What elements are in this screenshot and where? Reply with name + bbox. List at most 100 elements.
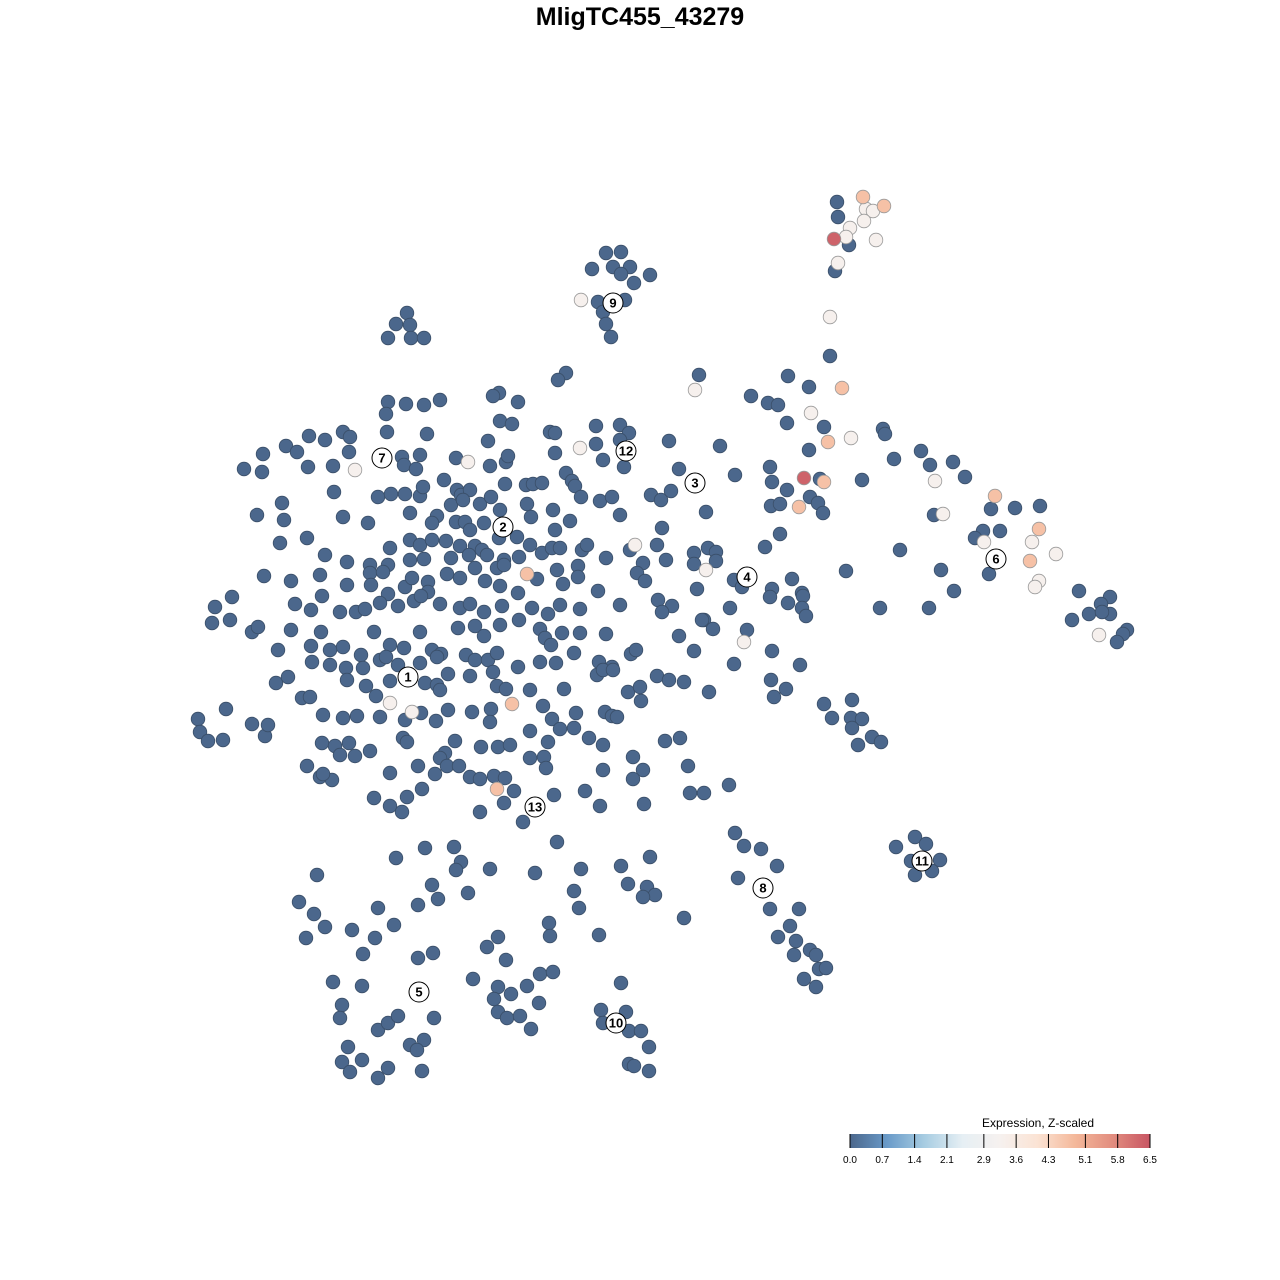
data-point	[504, 416, 520, 432]
data-point	[486, 991, 502, 1007]
data-point	[636, 796, 652, 812]
data-point	[547, 425, 563, 441]
cluster-label-badge	[492, 516, 514, 538]
data-point	[299, 758, 315, 774]
data-point	[522, 537, 538, 553]
data-point	[492, 578, 508, 594]
data-point	[550, 372, 566, 388]
data-point	[465, 971, 481, 987]
data-point	[326, 484, 342, 500]
data-point	[382, 673, 398, 689]
data-point	[291, 894, 307, 910]
data-point	[676, 910, 692, 926]
cluster-label-text: 11	[915, 854, 929, 869]
data-point	[341, 735, 357, 751]
data-point	[499, 1010, 515, 1026]
data-point	[545, 502, 561, 518]
data-point	[314, 735, 330, 751]
data-point	[397, 486, 413, 502]
colorbar-tick-label: 2.9	[977, 1155, 991, 1166]
data-point	[1031, 521, 1047, 537]
data-point	[816, 419, 832, 435]
data-point	[680, 758, 696, 774]
data-point	[482, 458, 498, 474]
data-point	[289, 444, 305, 460]
points-layer	[190, 189, 1135, 1086]
data-point	[696, 785, 712, 801]
data-point	[844, 692, 860, 708]
data-point	[918, 836, 934, 852]
data-point	[633, 693, 649, 709]
data-point	[527, 865, 543, 881]
data-point	[255, 446, 271, 462]
data-point	[430, 891, 446, 907]
data-point	[452, 570, 468, 586]
data-point	[598, 626, 614, 642]
data-point	[362, 565, 378, 581]
data-point	[818, 960, 834, 976]
data-point	[460, 885, 476, 901]
data-point	[1032, 498, 1048, 514]
data-point	[854, 711, 870, 727]
data-point	[325, 974, 341, 990]
data-point	[403, 330, 419, 346]
data-point	[801, 442, 817, 458]
data-point	[274, 495, 290, 511]
data-point	[591, 927, 607, 943]
data-point	[850, 737, 866, 753]
data-point	[627, 537, 643, 553]
data-point	[322, 657, 338, 673]
data-point	[368, 688, 384, 704]
data-point	[382, 540, 398, 556]
data-point	[370, 900, 386, 916]
data-point	[427, 766, 443, 782]
data-point	[218, 701, 234, 717]
data-point	[780, 595, 796, 611]
data-point	[317, 919, 333, 935]
data-point	[452, 538, 468, 554]
cluster-label-text: 2	[499, 520, 506, 535]
cluster-label-text: 6	[992, 552, 999, 567]
data-point	[283, 573, 299, 589]
data-point	[372, 709, 388, 725]
data-point	[542, 928, 558, 944]
data-point	[335, 509, 351, 525]
data-point	[598, 316, 614, 332]
data-point	[730, 870, 746, 886]
data-point	[726, 656, 742, 672]
data-point	[424, 532, 440, 548]
data-point	[523, 509, 539, 525]
data-point	[592, 798, 608, 814]
data-point	[485, 388, 501, 404]
data-point	[672, 730, 688, 746]
data-point	[412, 537, 428, 553]
data-point	[522, 682, 538, 698]
data-point	[976, 534, 992, 550]
data-point	[489, 645, 505, 661]
data-point	[653, 492, 669, 508]
data-point	[838, 229, 854, 245]
data-point	[347, 462, 363, 478]
data-point	[788, 933, 804, 949]
data-point	[579, 537, 595, 553]
data-point	[698, 562, 714, 578]
data-point	[313, 624, 329, 640]
data-point	[490, 979, 506, 995]
data-point	[572, 440, 588, 456]
data-point	[593, 1002, 609, 1018]
data-point	[854, 472, 870, 488]
data-point	[390, 1008, 406, 1024]
data-point	[370, 1070, 386, 1086]
data-point	[511, 549, 527, 565]
data-point	[256, 568, 272, 584]
data-point	[1064, 612, 1080, 628]
data-point	[522, 750, 538, 766]
data-point	[613, 858, 629, 874]
cluster-label: 10	[605, 1012, 627, 1034]
data-point	[363, 577, 379, 593]
data-point	[412, 624, 428, 640]
data-point	[482, 714, 498, 730]
data-point	[519, 566, 535, 582]
cluster-label-text: 3	[691, 476, 698, 491]
